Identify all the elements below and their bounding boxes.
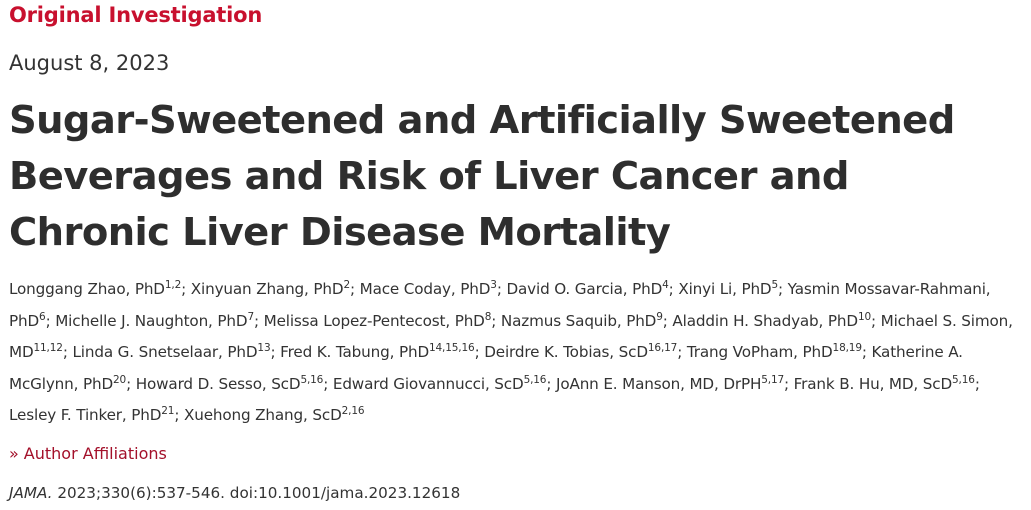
- author-separator: ;: [677, 343, 687, 362]
- author-affiliation-numbers: 5,16: [523, 373, 547, 386]
- author-item[interactable]: Michael S. Simon, MD11,12: [9, 312, 1013, 362]
- author-item[interactable]: Katherine A. McGlynn, PhD20: [9, 343, 963, 393]
- author-separator: ;: [496, 280, 507, 298]
- author-affiliation-numbers: 20: [113, 373, 127, 386]
- author-affiliation-numbers: 7: [247, 310, 254, 323]
- author-separator: ;: [668, 280, 679, 298]
- author-item[interactable]: Xinyi Li, PhD5: [678, 280, 778, 298]
- author-item[interactable]: Frank B. Hu, MD, ScD5,16: [794, 375, 975, 393]
- author-item[interactable]: Trang VoPham, PhD18,19: [687, 343, 862, 361]
- author-item[interactable]: Longgang Zhao, PhD1,2: [9, 280, 181, 298]
- author-separator: ;: [349, 280, 360, 298]
- author-name[interactable]: Frank B. Hu, MD, ScD: [793, 374, 953, 393]
- author-separator: ;: [491, 311, 501, 330]
- author-item[interactable]: Melissa Lopez-Pentecost, PhD8: [263, 310, 492, 330]
- author-name[interactable]: Katherine A. McGlynn, PhD: [9, 343, 963, 393]
- author-affiliation-numbers: 2: [343, 279, 350, 291]
- author-affiliation-numbers: 5,16: [952, 373, 975, 386]
- publication-date: August 8, 2023: [9, 51, 170, 75]
- author-name[interactable]: Xinyi Li, PhD: [678, 280, 772, 298]
- author-affiliation-numbers: 6: [39, 310, 46, 323]
- author-name[interactable]: Aladdin H. Shadyab, PhD: [672, 311, 858, 330]
- author-item[interactable]: Howard D. Sesso, ScD5,16: [135, 373, 324, 393]
- author-name[interactable]: Xinyuan Zhang, PhD: [190, 280, 344, 298]
- author-affiliation-numbers: 13: [257, 342, 271, 355]
- author-name[interactable]: David O. Garcia, PhD: [506, 280, 663, 298]
- author-name[interactable]: Yasmin Mossavar-Rahmani, PhD: [9, 280, 991, 330]
- author-item[interactable]: JoAnn E. Manson, MD, DrPH5,17: [556, 375, 784, 393]
- article-type-label: Original Investigation: [9, 3, 263, 27]
- author-separator: ;: [270, 343, 281, 362]
- author-affiliation-numbers: 5,16: [300, 373, 324, 386]
- author-affiliation-numbers: 18,19: [832, 342, 862, 355]
- author-affiliation-numbers: 4: [662, 279, 669, 291]
- author-item[interactable]: Deirdre K. Tobias, ScD16,17: [484, 343, 677, 361]
- author-affiliation-numbers: 2,16: [341, 405, 365, 418]
- author-name[interactable]: Howard D. Sesso, ScD: [135, 374, 301, 393]
- author-list: Longgang Zhao, PhD1,2; Xinyuan Zhang, Ph…: [9, 274, 1025, 432]
- citation: JAMA. 2023;330(6):537-546. doi:10.1001/j…: [9, 484, 460, 502]
- author-name[interactable]: Xuehong Zhang, ScD: [183, 406, 342, 425]
- author-item[interactable]: Edward Giovannucci, ScD5,16: [332, 373, 547, 393]
- author-name[interactable]: Michelle J. Naughton, PhD: [55, 311, 248, 330]
- author-item[interactable]: Yasmin Mossavar-Rahmani, PhD6: [9, 280, 991, 330]
- author-name[interactable]: Trang VoPham, PhD: [686, 343, 833, 362]
- author-separator: ;: [974, 374, 980, 393]
- author-item[interactable]: Xuehong Zhang, ScD2,16: [183, 405, 365, 425]
- author-affiliation-numbers: 9: [656, 310, 663, 323]
- author-separator: ;: [126, 374, 136, 393]
- author-affiliation-numbers: 11,12: [33, 342, 63, 355]
- author-item[interactable]: Xinyuan Zhang, PhD2: [191, 280, 350, 298]
- citation-journal: JAMA.: [9, 484, 53, 502]
- author-affiliation-numbers: 8: [484, 310, 492, 323]
- author-name[interactable]: Deirdre K. Tobias, ScD: [484, 343, 648, 362]
- citation-details: 2023;330(6):537-546. doi:10.1001/jama.20…: [57, 484, 461, 502]
- author-name[interactable]: Lesley F. Tinker, PhD: [9, 406, 162, 425]
- author-affiliation-numbers: 5: [771, 279, 779, 291]
- author-affiliation-numbers: 10: [857, 310, 871, 323]
- author-separator: ;: [174, 406, 184, 425]
- author-name[interactable]: JoAnn E. Manson, MD, DrPH: [556, 374, 762, 393]
- author-name[interactable]: Linda G. Snetselaar, PhD: [72, 343, 258, 362]
- author-separator: ;: [62, 343, 73, 362]
- author-item[interactable]: Michelle J. Naughton, PhD7: [55, 310, 254, 330]
- author-separator: ;: [474, 343, 485, 362]
- author-name[interactable]: Longgang Zhao, PhD: [9, 280, 165, 298]
- author-affiliation-numbers: 16,17: [647, 342, 678, 355]
- author-separator: ;: [546, 374, 556, 393]
- double-chevron-right-icon: »: [9, 444, 19, 463]
- author-name[interactable]: Mace Coday, PhD: [359, 280, 491, 298]
- author-affiliation-numbers: 1,2: [164, 279, 182, 291]
- author-affiliation-numbers: 14,15,16: [429, 342, 475, 355]
- author-name[interactable]: Edward Giovannucci, ScD: [332, 374, 524, 393]
- author-separator: ;: [323, 374, 333, 393]
- author-name[interactable]: Melissa Lopez-Pentecost, PhD: [263, 311, 485, 330]
- author-separator: ;: [778, 280, 788, 298]
- author-separator: ;: [253, 311, 264, 330]
- article-title: Sugar-Sweetened and Artificially Sweeten…: [9, 98, 955, 255]
- author-affiliation-numbers: 21: [161, 405, 175, 418]
- author-separator: ;: [662, 311, 673, 330]
- author-separator: ;: [861, 343, 872, 362]
- author-item[interactable]: Aladdin H. Shadyab, PhD10: [672, 310, 871, 330]
- author-name[interactable]: Fred K. Tabung, PhD: [280, 343, 429, 362]
- author-separator: ;: [181, 280, 191, 298]
- author-item[interactable]: Mace Coday, PhD3: [360, 280, 497, 298]
- author-item[interactable]: David O. Garcia, PhD4: [506, 280, 668, 298]
- author-name[interactable]: Michael S. Simon, MD: [9, 311, 1013, 362]
- author-affiliations-label: Author Affiliations: [23, 444, 167, 463]
- author-affiliation-numbers: 5,17: [761, 373, 785, 386]
- author-separator: ;: [45, 311, 56, 330]
- author-name[interactable]: Nazmus Saquib, PhD: [500, 311, 657, 330]
- author-affiliation-numbers: 3: [490, 279, 497, 291]
- author-item[interactable]: Nazmus Saquib, PhD9: [500, 310, 663, 330]
- author-item[interactable]: Fred K. Tabung, PhD14,15,16: [280, 342, 475, 362]
- author-item[interactable]: Lesley F. Tinker, PhD21: [9, 406, 174, 424]
- author-separator: ;: [871, 311, 881, 330]
- author-affiliations-toggle[interactable]: » Author Affiliations: [9, 444, 167, 463]
- author-item[interactable]: Linda G. Snetselaar, PhD13: [72, 343, 270, 361]
- author-separator: ;: [784, 374, 794, 393]
